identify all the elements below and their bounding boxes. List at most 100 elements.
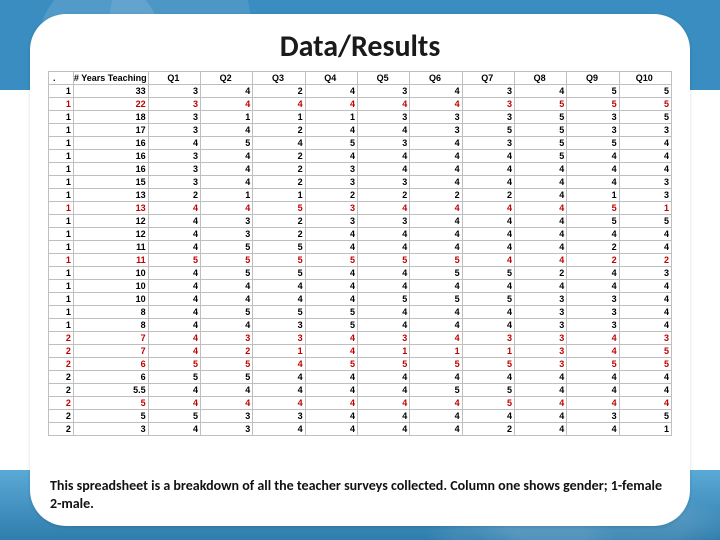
table-row: 254444445444 [49, 397, 672, 410]
cell-q9: 4 [567, 176, 619, 189]
cell-q9: 3 [567, 111, 619, 124]
cell-q10: 4 [619, 319, 671, 332]
cell-years: 5 [73, 397, 148, 410]
cell-q8: 5 [514, 98, 566, 111]
cell-years: 8 [73, 306, 148, 319]
header-q4: Q4 [305, 72, 357, 85]
cell-q4: 4 [305, 371, 357, 384]
cell-q3: 3 [253, 319, 305, 332]
table-row: 1173424435533 [49, 124, 672, 137]
cell-gender: 2 [49, 371, 74, 384]
cell-q2: 3 [200, 332, 252, 345]
cell-q3: 4 [253, 137, 305, 150]
cell-q8: 4 [514, 241, 566, 254]
cell-q3: 1 [253, 345, 305, 358]
cell-q4: 4 [305, 345, 357, 358]
cell-q2: 4 [200, 384, 252, 397]
cell-q4: 3 [305, 176, 357, 189]
cell-years: 11 [73, 241, 148, 254]
cell-q1: 3 [148, 85, 200, 98]
cell-q2: 5 [200, 371, 252, 384]
cell-q2: 4 [200, 176, 252, 189]
cell-q7: 2 [462, 423, 514, 436]
table-row: 1134453444451 [49, 202, 672, 215]
cell-q1: 5 [148, 371, 200, 384]
spreadsheet-wrap: . # Years Teaching Q1 Q2 Q3 Q4 Q5 Q6 Q7 … [48, 71, 672, 471]
cell-q6: 4 [410, 319, 462, 332]
cell-q1: 3 [148, 163, 200, 176]
cell-q6: 4 [410, 163, 462, 176]
cell-q7: 5 [462, 124, 514, 137]
cell-q3: 1 [253, 111, 305, 124]
spreadsheet-table: . # Years Teaching Q1 Q2 Q3 Q4 Q5 Q6 Q7 … [48, 71, 672, 436]
cell-q5: 3 [357, 215, 409, 228]
cell-years: 15 [73, 176, 148, 189]
cell-q7: 3 [462, 137, 514, 150]
cell-q9: 4 [567, 384, 619, 397]
cell-q6: 1 [410, 345, 462, 358]
cell-q1: 2 [148, 189, 200, 202]
table-row: 1114554444424 [49, 241, 672, 254]
cell-q6: 4 [410, 202, 462, 215]
header-q9: Q9 [567, 72, 619, 85]
cell-q9: 5 [567, 215, 619, 228]
header-dot: . [49, 72, 74, 85]
cell-q3: 3 [253, 332, 305, 345]
header-years: # Years Teaching [73, 72, 148, 85]
cell-gender: 1 [49, 228, 74, 241]
cell-q6: 4 [410, 410, 462, 423]
cell-q9: 5 [567, 98, 619, 111]
table-row: 1104444555334 [49, 293, 672, 306]
cell-q6: 5 [410, 384, 462, 397]
header-q2: Q2 [200, 72, 252, 85]
cell-q5: 4 [357, 228, 409, 241]
cell-q2: 5 [200, 254, 252, 267]
cell-q10: 4 [619, 280, 671, 293]
cell-q8: 4 [514, 410, 566, 423]
cell-q4: 3 [305, 163, 357, 176]
cell-q3: 2 [253, 163, 305, 176]
cell-q1: 5 [148, 410, 200, 423]
cell-gender: 2 [49, 332, 74, 345]
cell-q3: 4 [253, 384, 305, 397]
cell-q8: 5 [514, 124, 566, 137]
cell-q7: 3 [462, 111, 514, 124]
cell-q1: 4 [148, 293, 200, 306]
cell-q5: 3 [357, 332, 409, 345]
cell-q4: 4 [305, 241, 357, 254]
caption-text: This spreadsheet is a breakdown of all t… [48, 477, 672, 512]
cell-q8: 4 [514, 371, 566, 384]
cell-q5: 2 [357, 189, 409, 202]
cell-q2: 4 [200, 124, 252, 137]
cell-q4: 5 [305, 137, 357, 150]
cell-gender: 1 [49, 319, 74, 332]
cell-q2: 4 [200, 150, 252, 163]
slide: Data/Results . # Years Teaching Q1 Q2 Q3… [0, 0, 720, 540]
cell-q4: 4 [305, 280, 357, 293]
cell-q7: 3 [462, 85, 514, 98]
table-row: 1124324444444 [49, 228, 672, 241]
cell-q4: 4 [305, 293, 357, 306]
cell-q6: 4 [410, 176, 462, 189]
table-row: 1104554455243 [49, 267, 672, 280]
cell-q5: 3 [357, 176, 409, 189]
cell-q10: 3 [619, 332, 671, 345]
cell-q2: 4 [200, 202, 252, 215]
cell-q3: 2 [253, 176, 305, 189]
cell-gender: 1 [49, 189, 74, 202]
cell-years: 22 [73, 98, 148, 111]
cell-q8: 4 [514, 215, 566, 228]
cell-q9: 4 [567, 280, 619, 293]
table-row: 1163424444544 [49, 150, 672, 163]
cell-q1: 4 [148, 397, 200, 410]
cell-q8: 4 [514, 280, 566, 293]
cell-q6: 5 [410, 254, 462, 267]
cell-q7: 4 [462, 306, 514, 319]
cell-q10: 4 [619, 163, 671, 176]
cell-q7: 5 [462, 293, 514, 306]
cell-gender: 1 [49, 137, 74, 150]
page-title: Data/Results [48, 28, 672, 65]
cell-q7: 4 [462, 241, 514, 254]
cell-q2: 4 [200, 98, 252, 111]
cell-q4: 4 [305, 410, 357, 423]
